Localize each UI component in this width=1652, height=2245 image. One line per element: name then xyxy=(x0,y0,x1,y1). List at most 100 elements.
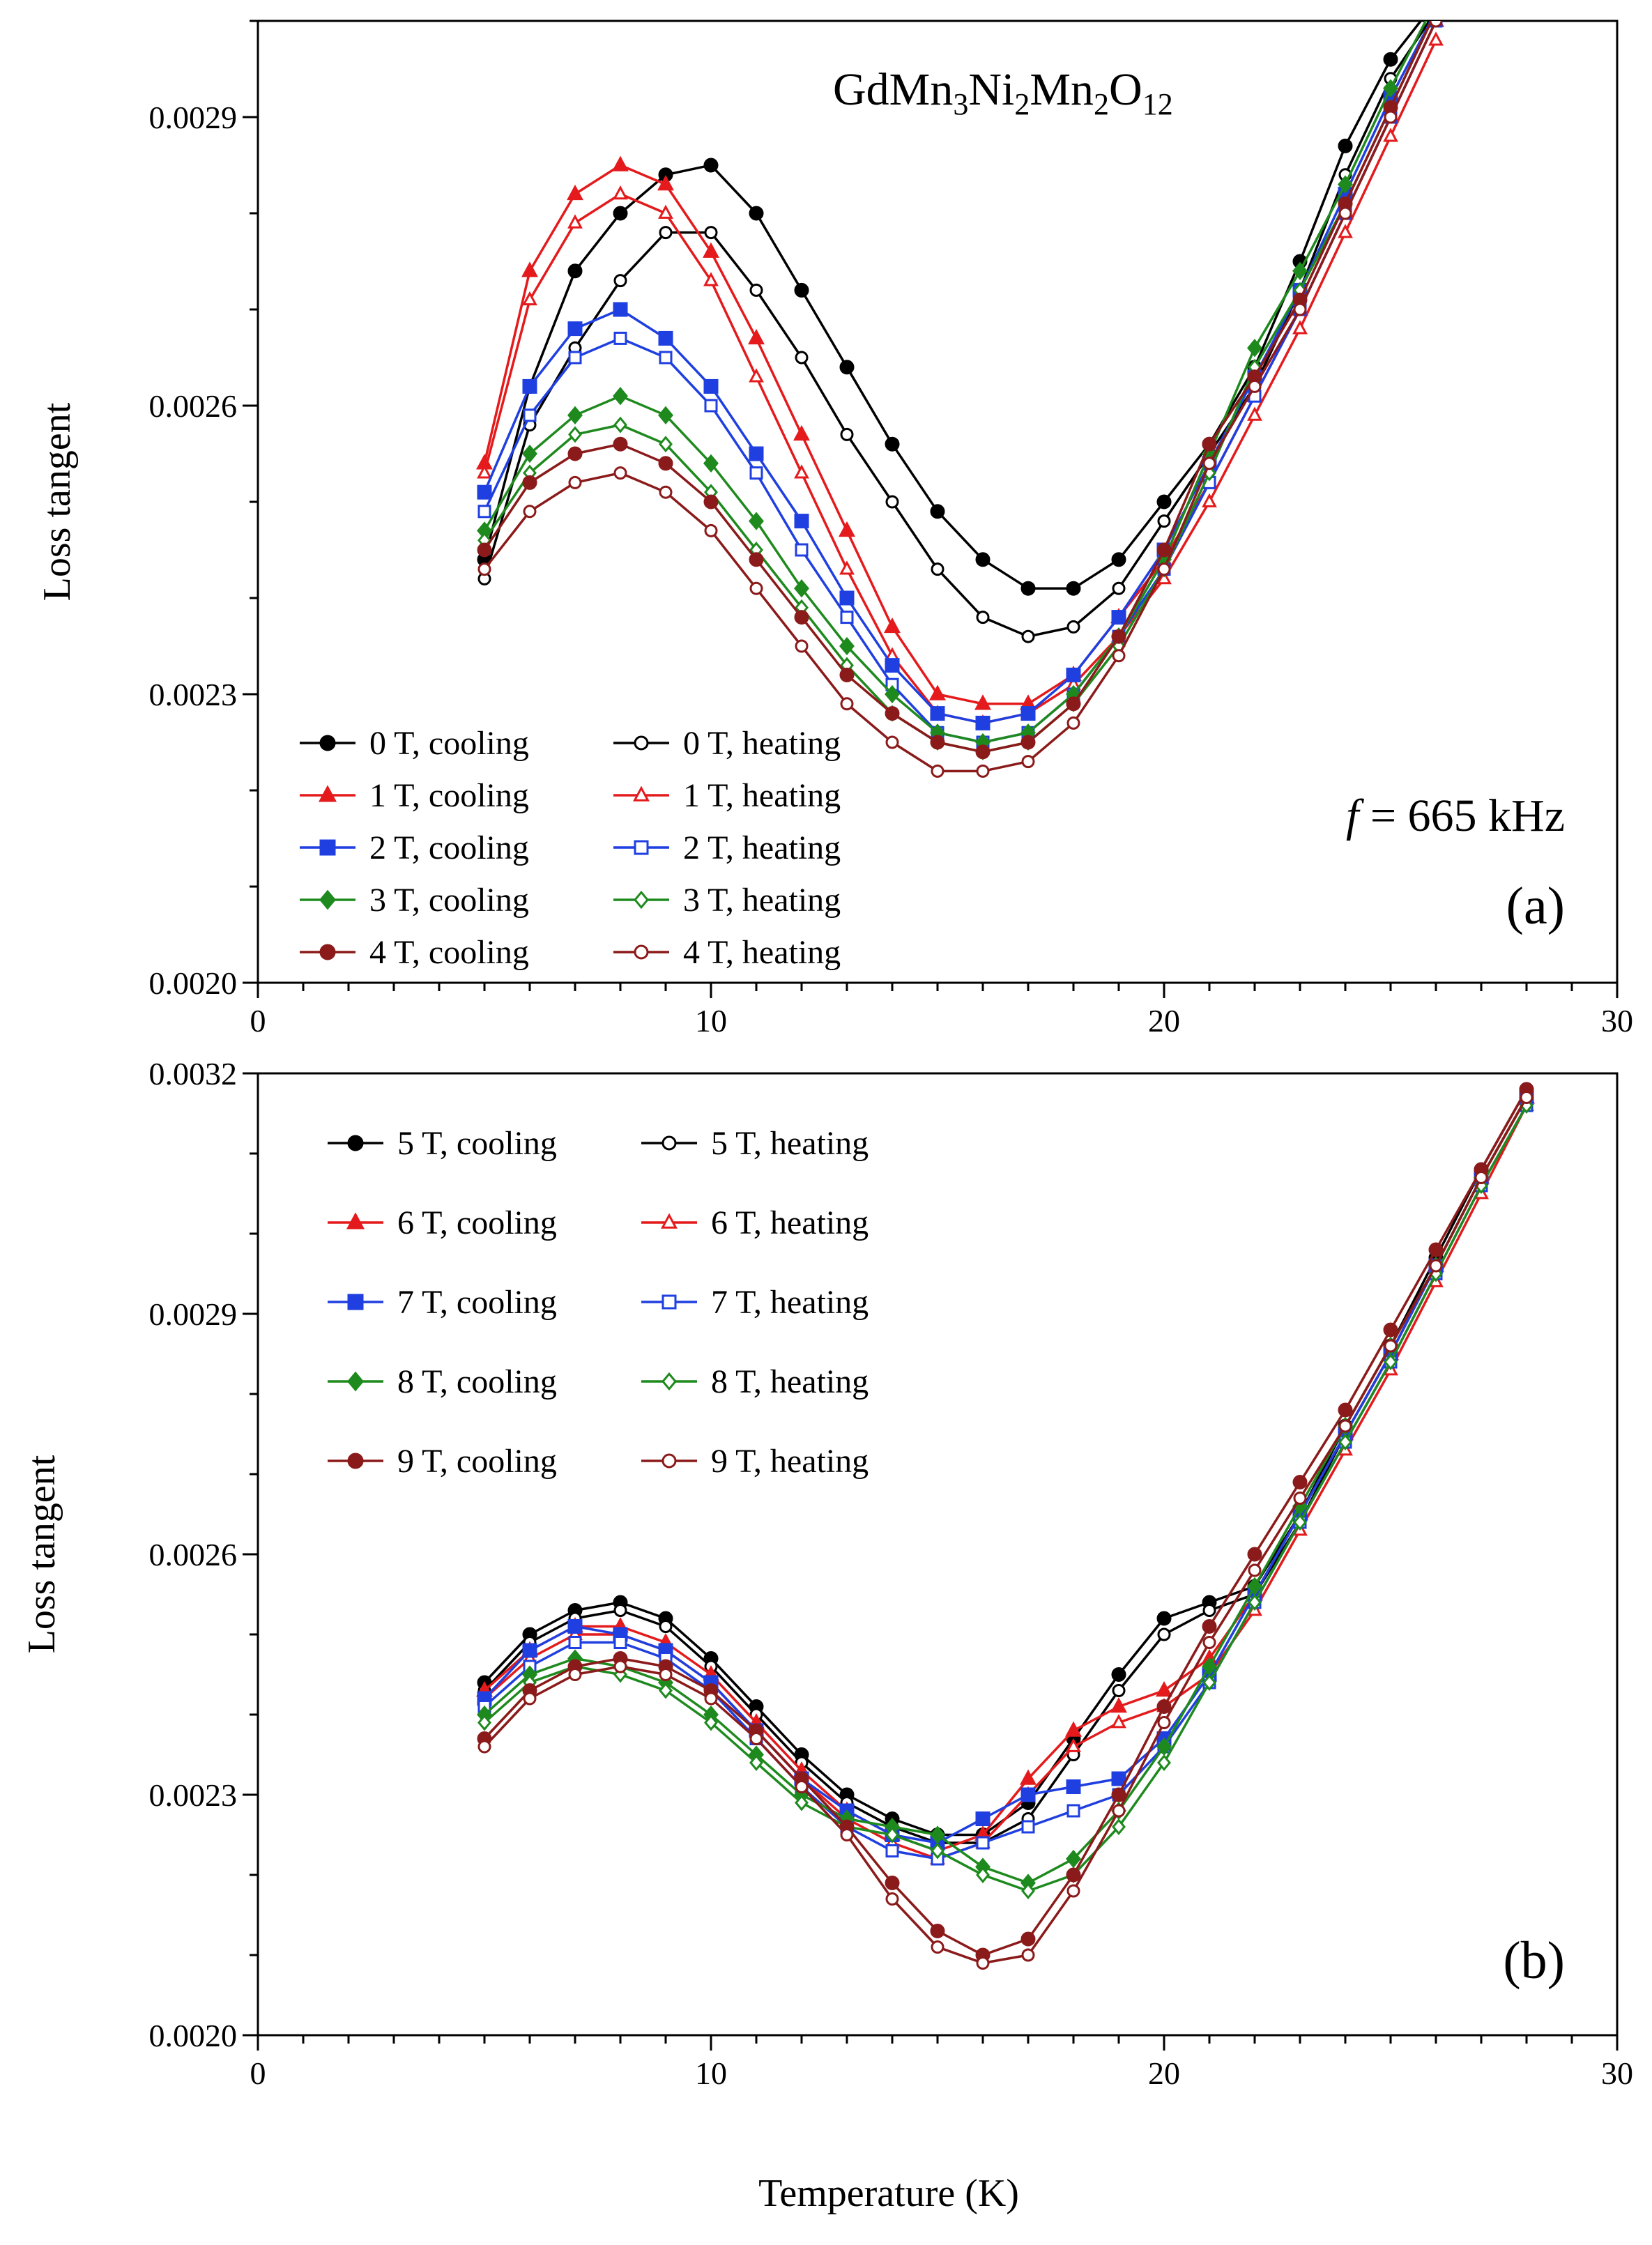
legend-swatch-marker xyxy=(661,1453,677,1469)
data-point xyxy=(839,360,855,375)
data-point xyxy=(659,485,673,499)
data-point xyxy=(1066,696,1081,712)
data-point xyxy=(794,464,809,479)
data-point xyxy=(1248,1563,1262,1577)
data-point xyxy=(1156,542,1172,558)
data-point xyxy=(794,514,809,529)
data-point xyxy=(613,466,627,480)
panel-b-x-tick-label: 10 xyxy=(695,2055,727,2091)
panel-a: 0 10 20 30 0.0020 0.0023 0.0026 0.0029 Loss tan… xyxy=(36,0,1633,1039)
data-point xyxy=(1111,1771,1126,1786)
series-line xyxy=(483,21,1423,590)
legend-swatch-marker xyxy=(661,1294,677,1310)
data-point xyxy=(568,1636,582,1649)
legend-item: 9 T, cooling xyxy=(328,1443,557,1480)
series-5-t-heating xyxy=(477,1091,1534,1850)
data-point xyxy=(1338,175,1353,194)
data-point xyxy=(567,263,583,279)
data-point xyxy=(522,291,537,306)
data-point xyxy=(1293,1514,1307,1531)
data-point xyxy=(885,1844,899,1857)
data-point xyxy=(477,1740,491,1754)
data-point xyxy=(839,590,855,606)
legend-item: 0 T, cooling xyxy=(300,725,529,762)
data-point xyxy=(930,735,945,750)
legend-label: 6 T, heating xyxy=(711,1204,869,1241)
series-6-t-heating xyxy=(477,1096,1534,1864)
data-point xyxy=(1066,1867,1081,1883)
data-point xyxy=(1156,1680,1172,1697)
formula-text: GdMn xyxy=(833,64,953,115)
panel-b-y-tick-label: 0.0026 xyxy=(149,1537,238,1572)
data-point xyxy=(477,484,492,500)
legend-swatch-marker xyxy=(661,1213,678,1229)
data-point xyxy=(1429,21,1443,28)
data-point xyxy=(1021,755,1035,769)
x-axis-title: Temperature (K) xyxy=(758,2172,1019,2215)
series-9-t-cooling xyxy=(477,1082,1534,1963)
data-point xyxy=(1111,629,1126,644)
data-point xyxy=(613,1604,627,1617)
legend-swatch-marker xyxy=(633,786,650,802)
legend-item: 6 T, cooling xyxy=(328,1204,557,1241)
data-point xyxy=(1383,128,1398,142)
data-point xyxy=(1338,224,1353,238)
data-point xyxy=(1156,1737,1172,1756)
data-point xyxy=(976,1836,990,1850)
series-line xyxy=(483,21,1433,753)
data-point xyxy=(1202,1657,1217,1676)
panel-a-y-axis-title: Loss tangent xyxy=(36,402,79,601)
data-point xyxy=(521,261,538,277)
data-point xyxy=(840,611,854,625)
data-point xyxy=(1066,667,1081,682)
data-point xyxy=(1248,379,1262,393)
data-point xyxy=(794,610,809,625)
data-point xyxy=(885,658,900,673)
series-6-t-cooling xyxy=(476,1087,1535,1857)
data-point xyxy=(839,636,855,656)
data-point xyxy=(659,226,673,240)
data-point xyxy=(523,1692,537,1706)
panel-b-series xyxy=(476,1082,1535,1970)
data-point xyxy=(1066,1738,1081,1752)
formula-subscript: 2 xyxy=(1094,87,1109,121)
panel-a-formula: GdMn3Ni2Mn2O12 xyxy=(833,64,1173,121)
data-point xyxy=(1202,457,1216,470)
legend-label: 4 T, cooling xyxy=(369,934,529,971)
data-point xyxy=(795,639,809,653)
series-line xyxy=(483,1089,1528,1956)
panel-a-legend: 0 T, cooling 0 T, heating 1 T, cooling 1 T,… xyxy=(300,725,841,971)
data-point xyxy=(1430,0,1442,9)
data-point xyxy=(613,387,628,406)
data-point xyxy=(1157,1716,1171,1729)
data-point xyxy=(1156,570,1172,585)
data-point xyxy=(884,617,901,634)
data-point xyxy=(703,158,719,173)
legend-swatch-marker xyxy=(634,944,649,960)
legend-label: 3 T, heating xyxy=(683,882,841,919)
series-line xyxy=(483,21,1437,705)
data-point xyxy=(1383,1322,1398,1338)
legend-item: 0 T, heating xyxy=(613,725,841,762)
data-point xyxy=(613,274,627,288)
legend-swatch-marker xyxy=(319,944,336,960)
data-point xyxy=(613,185,628,200)
data-point xyxy=(613,302,628,317)
data-point xyxy=(703,494,719,509)
data-point xyxy=(1111,1787,1126,1802)
data-point xyxy=(658,406,673,424)
data-point xyxy=(975,552,991,567)
data-point xyxy=(1157,1754,1171,1771)
data-point xyxy=(840,1828,854,1841)
data-point xyxy=(1428,1242,1444,1257)
data-point xyxy=(749,206,764,221)
data-point xyxy=(1021,1820,1035,1834)
legend-item: 2 T, heating xyxy=(613,829,841,866)
series-line xyxy=(483,21,1428,744)
data-point xyxy=(1066,1849,1081,1869)
legend-swatch-marker xyxy=(318,785,337,802)
data-point xyxy=(1247,339,1262,358)
data-point xyxy=(1020,1787,1036,1802)
data-point xyxy=(749,512,764,530)
series-line xyxy=(483,1096,1528,1844)
